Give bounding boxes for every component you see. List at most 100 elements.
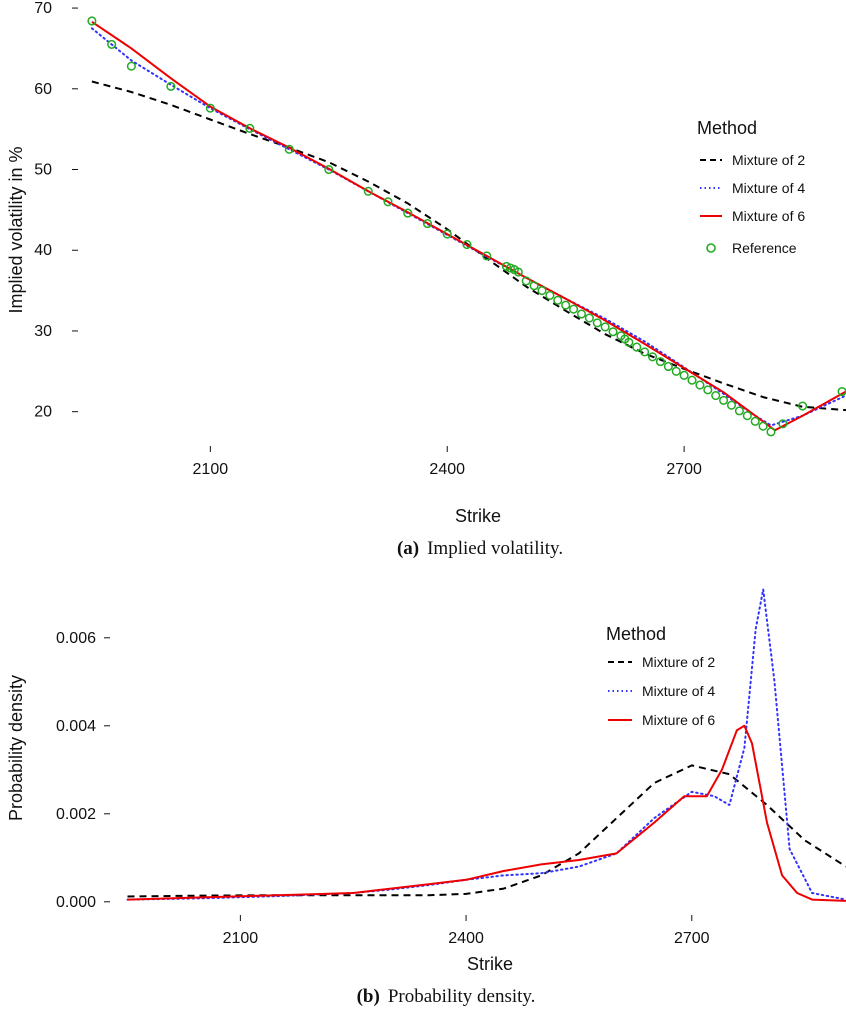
reference-point [663, 361, 673, 372]
x-axis-title: Strike [455, 506, 501, 526]
y-axis-title: Probability density [6, 675, 26, 821]
caption-a: (a) Implied volatility. [397, 538, 563, 559]
reference-point [798, 401, 808, 411]
reference-point [766, 427, 776, 437]
y-tick-label: 0.006 [56, 630, 96, 647]
reference-point [545, 290, 555, 300]
probability-density-panel: 0.000 0.002 0.004 0.006 2100 2400 2700 Strike… [6, 588, 846, 1007]
reference-point [679, 370, 689, 380]
y-tick-label: 60 [34, 81, 52, 98]
caption-b: (b) Probability density. [357, 986, 536, 1007]
reference-point [695, 380, 705, 390]
legend-label-mixture-2: Mixture of 2 [642, 654, 715, 670]
implied-volatility-panel: 20 30 40 50 60 70 2100 2400 2700 Strike Implied… [6, 0, 846, 559]
reference-point [107, 39, 117, 49]
series-line-mixture-of-2 [127, 764, 846, 898]
series-line-mixture-of-6 [127, 724, 846, 902]
reference-point [687, 375, 697, 385]
reference-point [462, 240, 472, 250]
reference-point [284, 144, 294, 154]
legend-label-mixture-6: Mixture of 6 [642, 712, 715, 728]
reference-point [584, 313, 594, 323]
reference-point [624, 337, 634, 347]
reference-point [608, 327, 618, 337]
reference-point [521, 276, 531, 286]
reference-point [383, 197, 393, 207]
legend-swatch-reference [706, 243, 716, 253]
caption-a-text: Implied volatility. [427, 538, 563, 559]
x-tick-label: 2700 [666, 461, 702, 478]
reference-point [742, 411, 752, 421]
reference-point [126, 61, 136, 71]
reference-point [324, 164, 334, 175]
y-tick-label: 20 [34, 404, 52, 421]
reference-point [537, 286, 547, 296]
reference-point [442, 229, 452, 239]
reference-point [513, 267, 523, 277]
reference-point [758, 421, 768, 431]
plot-area [126, 588, 846, 902]
y-tick-label: 50 [34, 162, 52, 179]
caption-b-text: Probability density. [388, 986, 536, 1007]
reference-point [576, 309, 587, 319]
x-axis: 2100 2400 2700 [223, 915, 710, 947]
reference-point [647, 352, 658, 362]
y-tick-label: 0.004 [56, 718, 96, 735]
reference-point [671, 366, 681, 376]
reference-point [726, 400, 737, 410]
series-line-mixture-of-2 [91, 80, 846, 412]
x-tick-label: 2400 [429, 461, 465, 478]
legend-label-reference: Reference [732, 240, 797, 256]
reference-point [778, 419, 788, 429]
reference-point [734, 406, 744, 416]
reference-point [750, 416, 760, 426]
y-axis-title: Implied volatility in % [6, 146, 26, 313]
reference-point [205, 103, 215, 113]
reference-point [703, 385, 713, 395]
reference-point [561, 300, 571, 310]
x-axis: 2100 2400 2700 [193, 446, 702, 478]
reference-point [166, 81, 176, 91]
reference-point [482, 251, 492, 261]
reference-point [719, 395, 729, 405]
reference-point [569, 304, 579, 314]
series-line-mixture-of-4 [126, 588, 846, 901]
y-tick-label: 70 [34, 0, 52, 17]
reference-point [655, 357, 665, 367]
reference-point [422, 219, 433, 229]
legend-label-mixture-6: Mixture of 6 [732, 208, 805, 224]
series-line-mixture-of-4 [90, 27, 846, 427]
x-tick-label: 2100 [193, 461, 229, 478]
legend: Method Mixture of 2 Mixture of 4 Mixture… [697, 118, 805, 256]
caption-b-tag: (b) [357, 986, 380, 1007]
x-tick-label: 2100 [223, 930, 259, 947]
legend-label-mixture-2: Mixture of 2 [732, 152, 805, 168]
reference-point [553, 295, 563, 305]
reference-point [87, 16, 97, 26]
y-tick-label: 30 [34, 323, 52, 340]
legend: Method Mixture of 2 Mixture of 4 Mixture… [606, 624, 715, 728]
series-line-mixture-of-6 [91, 20, 846, 432]
reference-point [245, 123, 255, 133]
reference-point [403, 208, 413, 218]
reference-point [632, 342, 642, 352]
reference-point [640, 347, 650, 357]
legend-label-mixture-4: Mixture of 4 [642, 683, 715, 699]
x-tick-label: 2400 [448, 930, 484, 947]
y-tick-label: 40 [34, 242, 52, 259]
x-tick-label: 2700 [674, 930, 710, 947]
reference-point [592, 318, 602, 328]
plot-area [87, 16, 846, 437]
reference-point [363, 186, 373, 196]
reference-point [529, 281, 539, 291]
y-axis: 0.000 0.002 0.004 0.006 [56, 630, 110, 911]
y-axis: 20 30 40 50 60 70 [34, 0, 78, 421]
caption-a-tag: (a) [397, 538, 419, 559]
legend-title: Method [606, 624, 666, 644]
y-tick-label: 0.002 [56, 806, 96, 823]
x-axis-title: Strike [467, 954, 513, 974]
legend-title: Method [697, 118, 757, 138]
legend-label-mixture-4: Mixture of 4 [732, 180, 805, 196]
reference-point [711, 390, 721, 401]
